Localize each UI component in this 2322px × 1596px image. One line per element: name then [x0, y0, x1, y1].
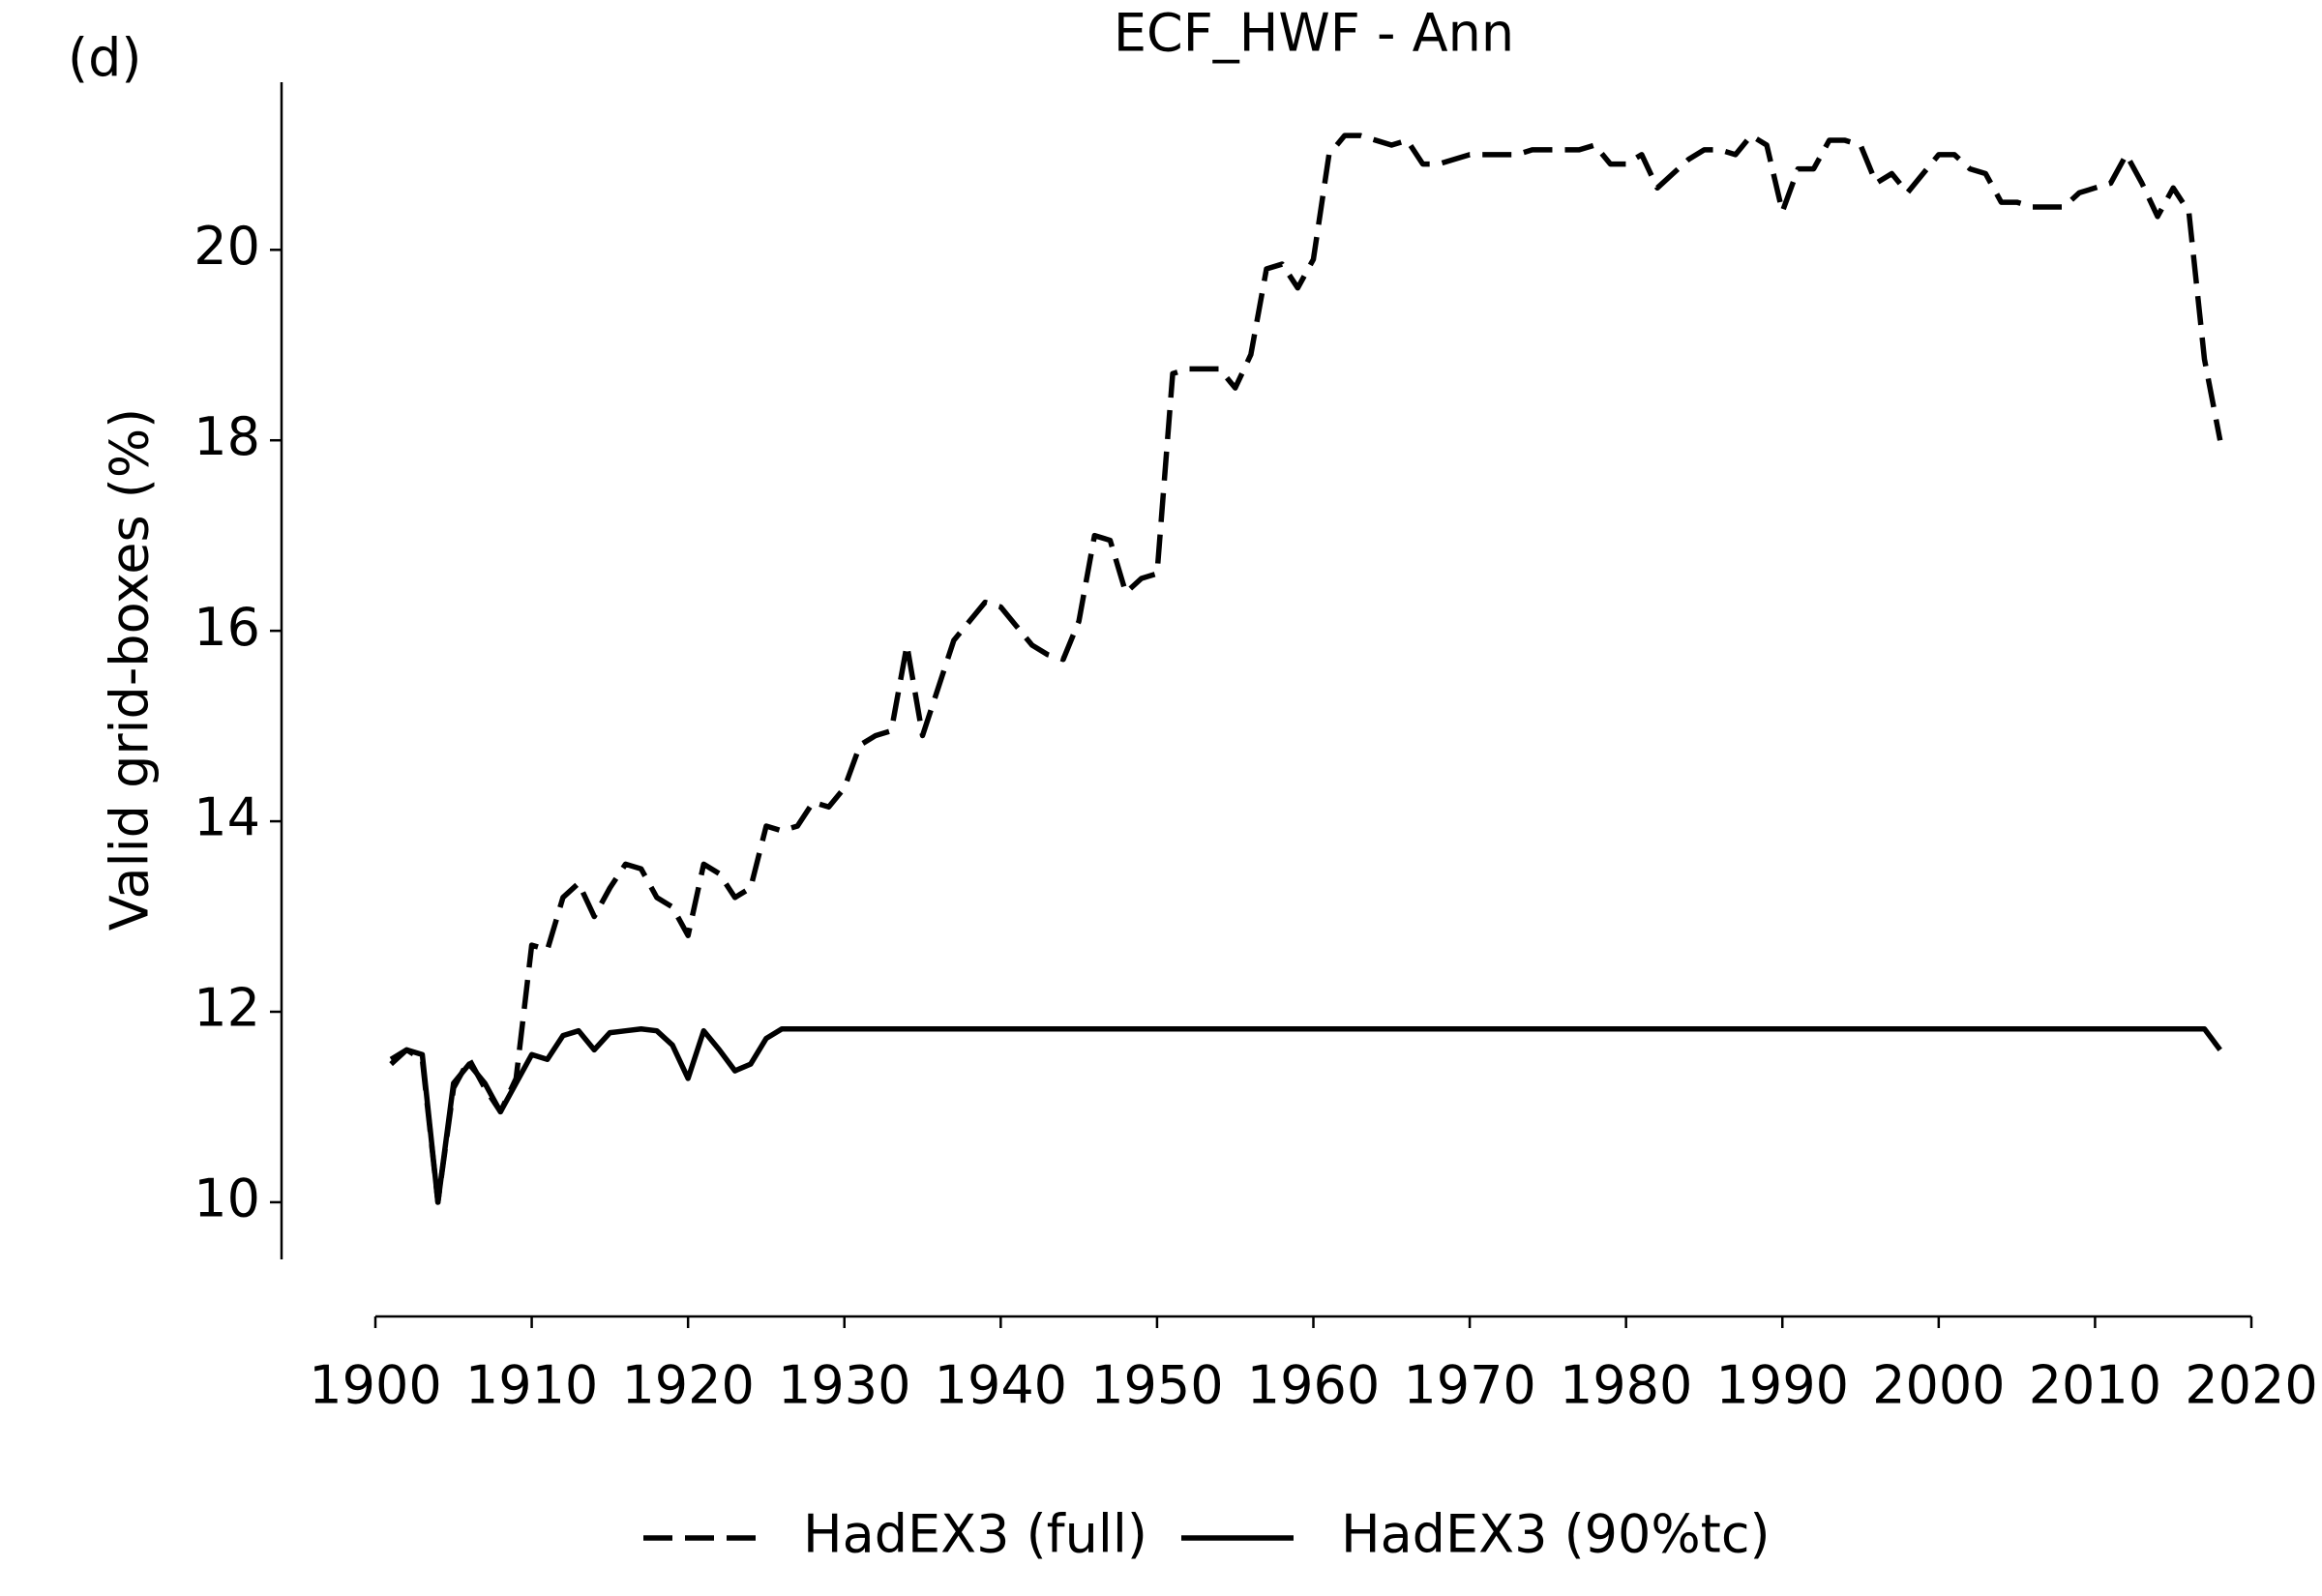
x-tick-label: 1910: [465, 1355, 598, 1416]
data-line: [389, 133, 2223, 1205]
data-line: [389, 1025, 2222, 1205]
y-tick-label: 20: [194, 216, 260, 277]
y-tick-label: 10: [194, 1168, 260, 1229]
x-tick-label: 2020: [2185, 1355, 2317, 1416]
x-tick-label: 2010: [2029, 1355, 2161, 1416]
x-tick-label: 1990: [1716, 1355, 1849, 1416]
chart-title: ECF_HWF - Ann: [1114, 3, 1514, 64]
panel-label: (d): [68, 28, 141, 89]
y-tick-label: 16: [194, 597, 260, 658]
x-tick-label: 1960: [1247, 1355, 1380, 1416]
x-tick-label: 1930: [778, 1355, 910, 1416]
y-tick-label: 14: [194, 787, 260, 848]
legend-label: HadEX3 (90%tc): [1341, 1504, 1771, 1565]
legend-label: HadEX3 (full): [803, 1504, 1147, 1565]
x-tick-label: 1950: [1090, 1355, 1223, 1416]
x-tick-label: 1920: [621, 1355, 754, 1416]
x-tick-label: 2000: [1872, 1355, 2005, 1416]
y-axis-label: Valid grid-boxes (%): [100, 408, 161, 931]
x-tick-label: 1940: [935, 1355, 1067, 1416]
x-tick-label: 1900: [309, 1355, 441, 1416]
y-tick-label: 12: [194, 978, 260, 1039]
x-tick-label: 1970: [1403, 1355, 1535, 1416]
x-tick-label: 1980: [1560, 1355, 1692, 1416]
y-tick-label: 18: [194, 406, 260, 467]
